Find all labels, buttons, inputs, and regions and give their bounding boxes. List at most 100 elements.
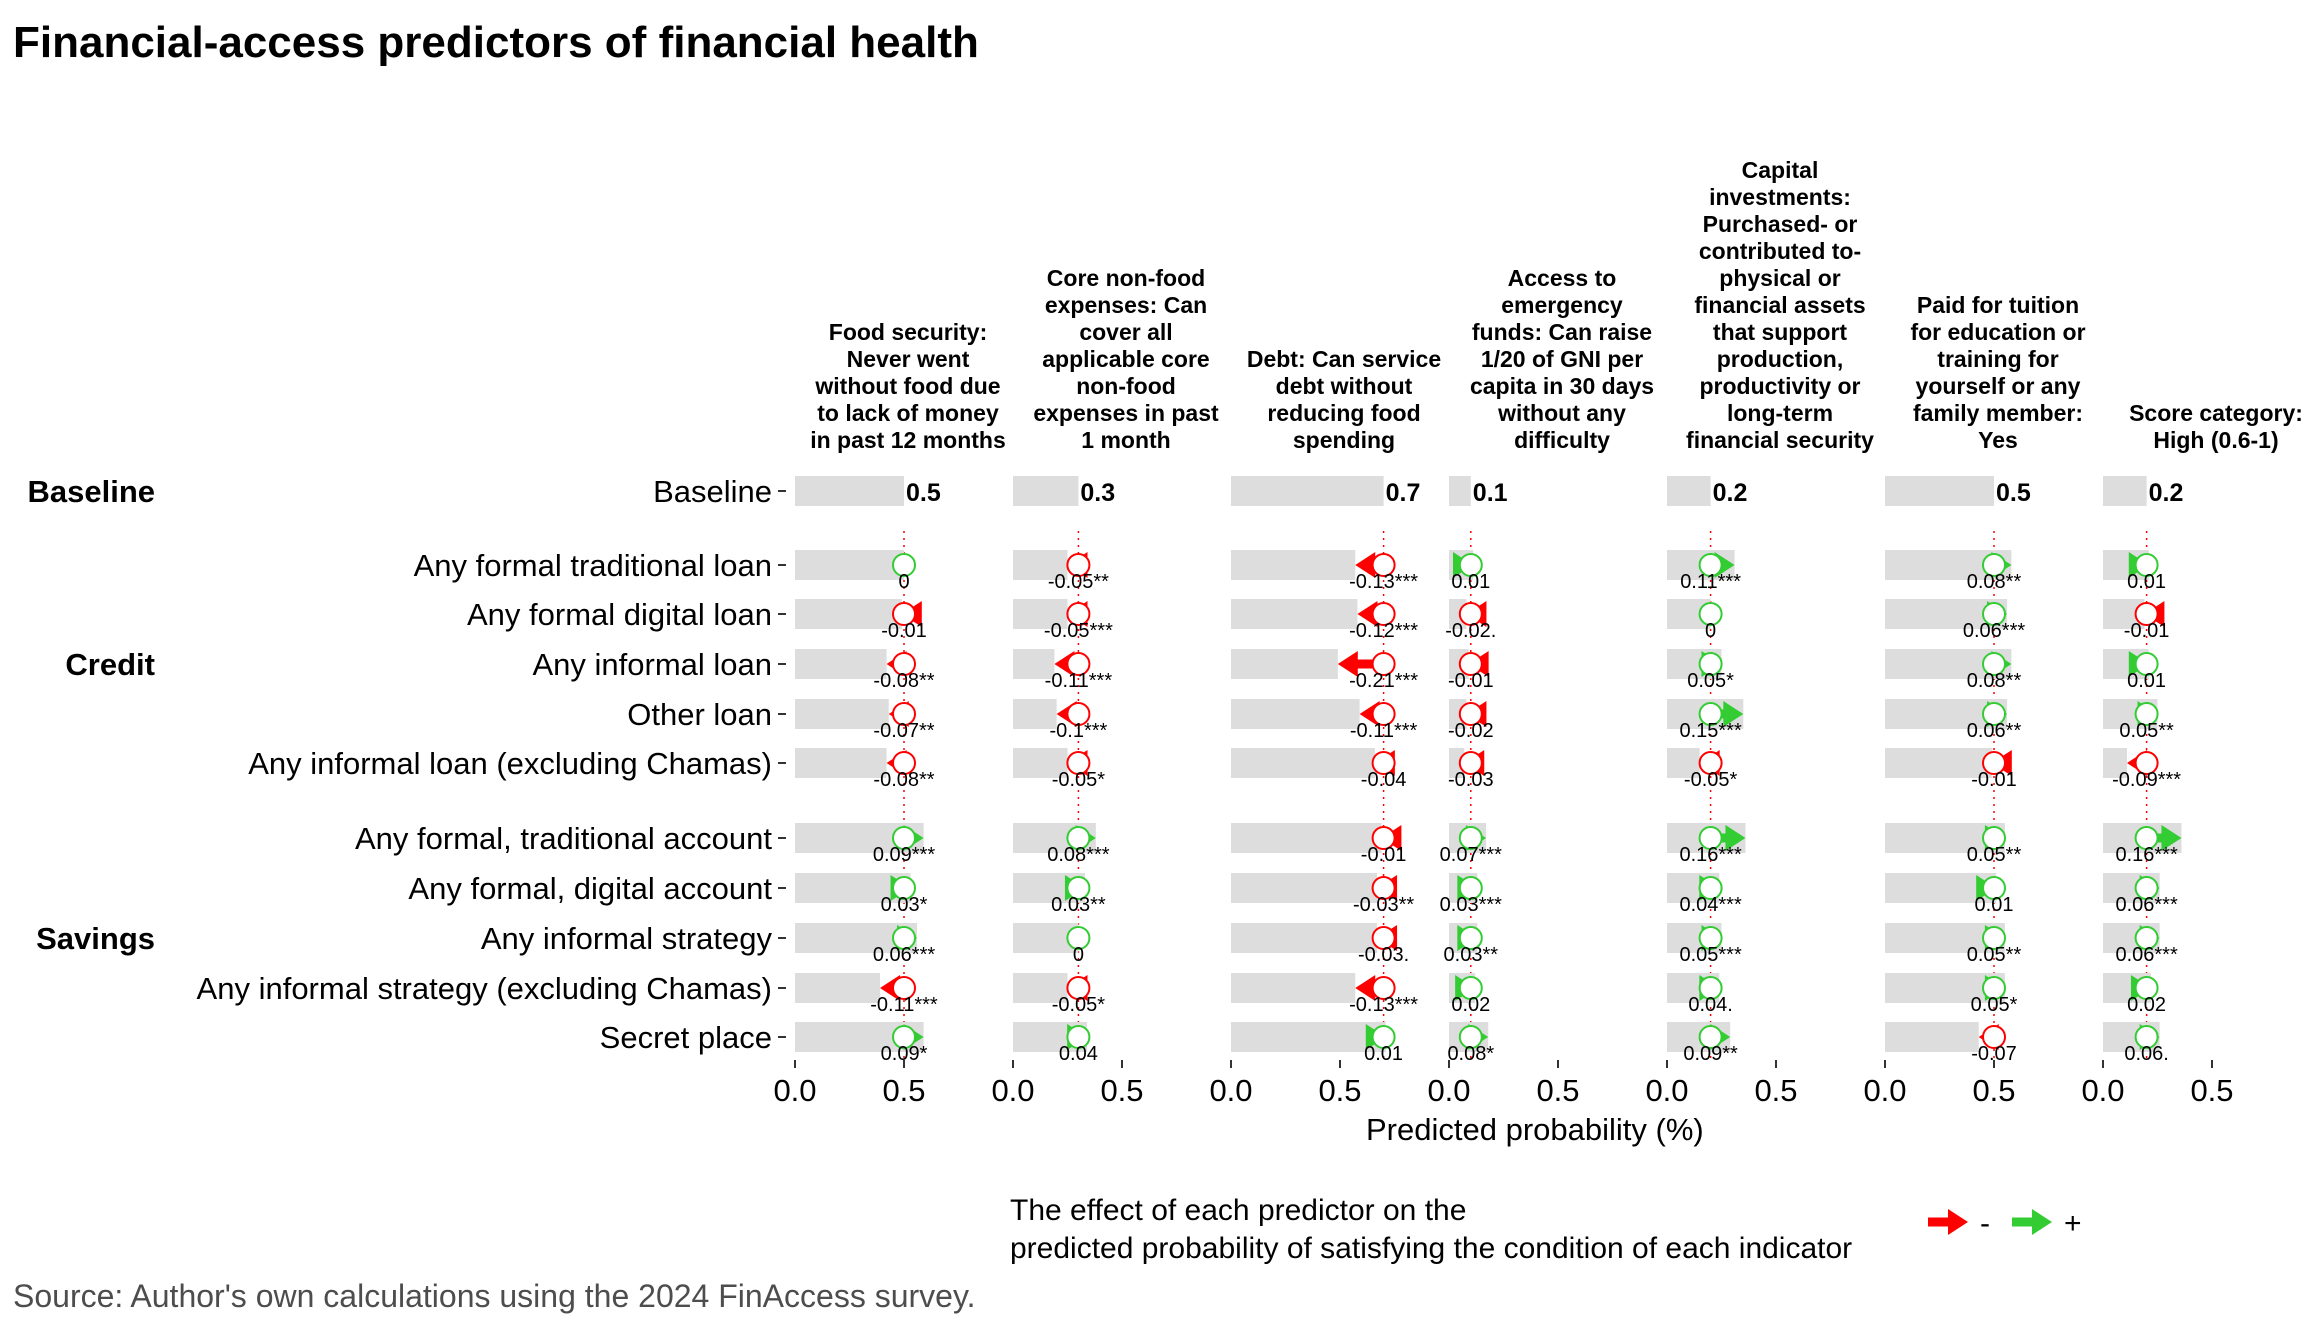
baseline-marker [1698, 751, 1723, 775]
x-tick-label: 0.0 [1427, 1073, 1470, 1108]
effect-value-label: -0.02. [1445, 620, 1496, 642]
baseline-bar [1231, 476, 1384, 506]
effect-value-label: -0.07** [873, 720, 934, 742]
x-axis-label: Predicted probability (%) [1366, 1112, 1704, 1147]
panel-header: Debt: Can service debt without reducing … [1246, 346, 1442, 453]
baseline-marker [1982, 652, 2006, 676]
baseline-marker [892, 652, 916, 676]
effect-value-label: -0.01 [1971, 769, 2017, 791]
x-tick-label: 0.0 [1645, 1073, 1688, 1108]
baseline-marker [1982, 751, 2006, 775]
effect-value-label: 0.16*** [1679, 844, 1741, 866]
effect-value-label: -0.09*** [2112, 769, 2181, 791]
effect-value-label: 0.06*** [2115, 944, 2177, 966]
baseline-marker [892, 976, 916, 1000]
row-label: Any formal, digital account [408, 871, 772, 906]
effect-value-label: 0.01 [2127, 670, 2166, 692]
baseline-marker [1458, 1025, 1483, 1049]
baseline-marker [1066, 976, 1091, 1000]
effect-value-label: -0.03 [1448, 769, 1494, 791]
baseline-marker [1458, 702, 1483, 726]
x-tick-label: 0.5 [1536, 1073, 1579, 1108]
x-tick-label: 0.0 [1863, 1073, 1906, 1108]
panel-header: Access to emergency funds: Can raise 1/2… [1469, 265, 1655, 453]
baseline-bar [795, 476, 904, 506]
baseline-bar [1885, 476, 1994, 506]
baseline-value-label: 0.1 [1473, 479, 1508, 507]
row-label: Secret place [600, 1020, 772, 1055]
baseline-marker [1458, 926, 1483, 950]
baseline-marker [1982, 876, 2006, 900]
baseline-marker [1371, 602, 1396, 626]
baseline-marker [1371, 702, 1396, 726]
baseline-marker [1066, 602, 1091, 626]
row-label: Baseline [653, 474, 772, 509]
row-label: Any formal digital loan [467, 597, 772, 632]
effect-value-label: -0.11*** [1350, 720, 1418, 742]
effect-value-label: 0.03** [1051, 894, 1106, 916]
panel-header: Paid for tuition for education or traini… [1910, 292, 2086, 453]
baseline-bar [1667, 476, 1711, 506]
baseline-marker [1982, 553, 2006, 577]
baseline-value-label: 0.2 [2149, 479, 2184, 507]
predicted-bar [1667, 748, 1700, 778]
baseline-marker [1371, 876, 1396, 900]
x-tick-label: 0.5 [1318, 1073, 1361, 1108]
baseline-marker [1698, 1025, 1723, 1049]
effect-value-label: 0.16*** [2115, 844, 2177, 866]
baseline-marker [1066, 652, 1091, 676]
x-tick-label: 0.5 [1972, 1073, 2015, 1108]
predicted-bar [1231, 973, 1356, 1003]
baseline-value-label: 0.2 [1713, 479, 1748, 507]
baseline-marker [1066, 876, 1091, 900]
predicted-bar [1013, 699, 1057, 729]
effect-value-label: -0.07 [1971, 1043, 2017, 1065]
panel-header: Core non-food expenses: Can cover all ap… [1033, 265, 1219, 453]
baseline-marker [1698, 976, 1723, 1000]
group-label: Baseline [27, 474, 155, 509]
panel-header: Score category: High (0.6-1) [2129, 400, 2303, 453]
effect-value-label: -0.12*** [1349, 620, 1418, 642]
x-tick-label: 0.0 [2081, 1073, 2124, 1108]
chart-title: Financial-access predictors of financial… [13, 18, 979, 67]
predicted-bar [1231, 550, 1356, 580]
x-tick-label: 0.5 [1100, 1073, 1143, 1108]
row-label: Other loan [627, 697, 772, 732]
predicted-bar [1885, 748, 1992, 778]
row-label: Any formal, traditional account [355, 821, 772, 856]
baseline-marker [892, 1025, 916, 1049]
legend-key-arrow [2032, 1209, 2052, 1235]
effect-value-label: -0.01 [1448, 670, 1494, 692]
effect-value-label: 0.01 [2127, 571, 2166, 593]
baseline-marker [2134, 826, 2159, 850]
effect-value-label: -0.04 [1361, 769, 1407, 791]
baseline-marker [1458, 553, 1483, 577]
effect-value-label: 0.02 [2127, 994, 2166, 1016]
baseline-marker [1982, 602, 2006, 626]
baseline-bar [2103, 476, 2147, 506]
baseline-marker [1371, 926, 1396, 950]
effect-value-label: 0.15*** [1679, 720, 1741, 742]
baseline-marker [1371, 1025, 1396, 1049]
predicted-bar [795, 599, 902, 629]
effect-value-label: 0.06*** [1963, 620, 2025, 642]
effect-value-label: 0 [1705, 620, 1716, 642]
effect-value-label: -0.02 [1448, 720, 1494, 742]
effect-value-label: 0.03** [1444, 944, 1499, 966]
effect-value-label: -0.08** [873, 670, 934, 692]
baseline-marker [892, 926, 916, 950]
baseline-marker [892, 751, 916, 775]
legend-title-line-1: The effect of each predictor on the [1010, 1194, 1467, 1227]
effect-value-label: 0.05** [1967, 944, 2022, 966]
predicted-bar [1013, 973, 1068, 1003]
baseline-value-label: 0.7 [1386, 479, 1421, 507]
baseline-marker [1698, 602, 1723, 626]
effect-value-label: 0.05*** [1679, 944, 1741, 966]
baseline-marker [1066, 751, 1091, 775]
effect-value-label: -0.11*** [1045, 670, 1113, 692]
group-label: Savings [36, 921, 155, 956]
effect-value-label: 0.03*** [1440, 894, 1502, 916]
effect-arrow-head [2161, 825, 2182, 851]
row-label: Any formal traditional loan [414, 548, 772, 583]
baseline-marker [1371, 976, 1396, 1000]
